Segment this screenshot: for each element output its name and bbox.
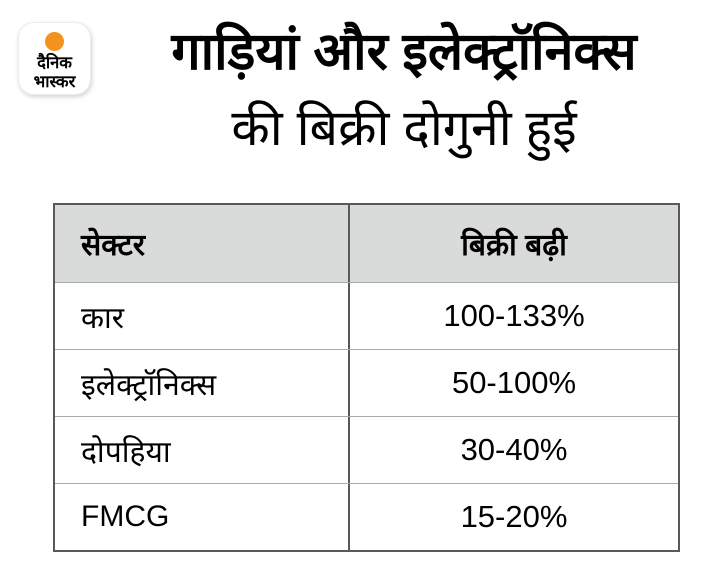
table-header-row: सेक्टर बिक्री बढ़ी: [55, 205, 678, 282]
header-cell-sector: सेक्टर: [55, 205, 350, 282]
table-row: कार 100-133%: [55, 282, 678, 349]
row-growth-value: 50-100%: [451, 365, 577, 400]
logo-text-line2: भास्कर: [33, 72, 76, 91]
logo-text-line1: दैनिक: [37, 54, 72, 72]
title-line-2: की बिक्री दोगुनी हुई: [231, 100, 577, 156]
row-growth-value: 15-20%: [460, 499, 568, 534]
title-line-1: गाड़ियां और इलेक्ट्रॉनिक्स: [171, 23, 637, 81]
page-title: गाड़ियां और इलेक्ट्रॉनिक्स की बिक्री दोग…: [88, 12, 720, 164]
table-row: दोपहिया 30-40%: [55, 416, 678, 483]
row-sector-label: FMCG: [55, 484, 350, 550]
row-sector-label: कार: [55, 283, 350, 349]
sales-growth-table: सेक्टर बिक्री बढ़ी कार 100-133% इलेक्ट्र…: [53, 203, 680, 552]
sun-icon: [45, 32, 64, 51]
row-growth-value: 30-40%: [460, 432, 568, 467]
header-cell-sales-growth: बिक्री बढ़ी: [461, 229, 567, 262]
row-sector-label: इलेक्ट्रॉनिक्स: [55, 350, 350, 416]
table-row: FMCG 15-20%: [55, 483, 678, 550]
logo-text: दैनिक भास्कर: [19, 54, 90, 91]
dainik-bhaskar-logo: दैनिक भास्कर: [18, 22, 91, 95]
row-growth-value: 100-133%: [443, 298, 585, 333]
table-row: इलेक्ट्रॉनिक्स 50-100%: [55, 349, 678, 416]
row-sector-label: दोपहिया: [55, 417, 350, 483]
